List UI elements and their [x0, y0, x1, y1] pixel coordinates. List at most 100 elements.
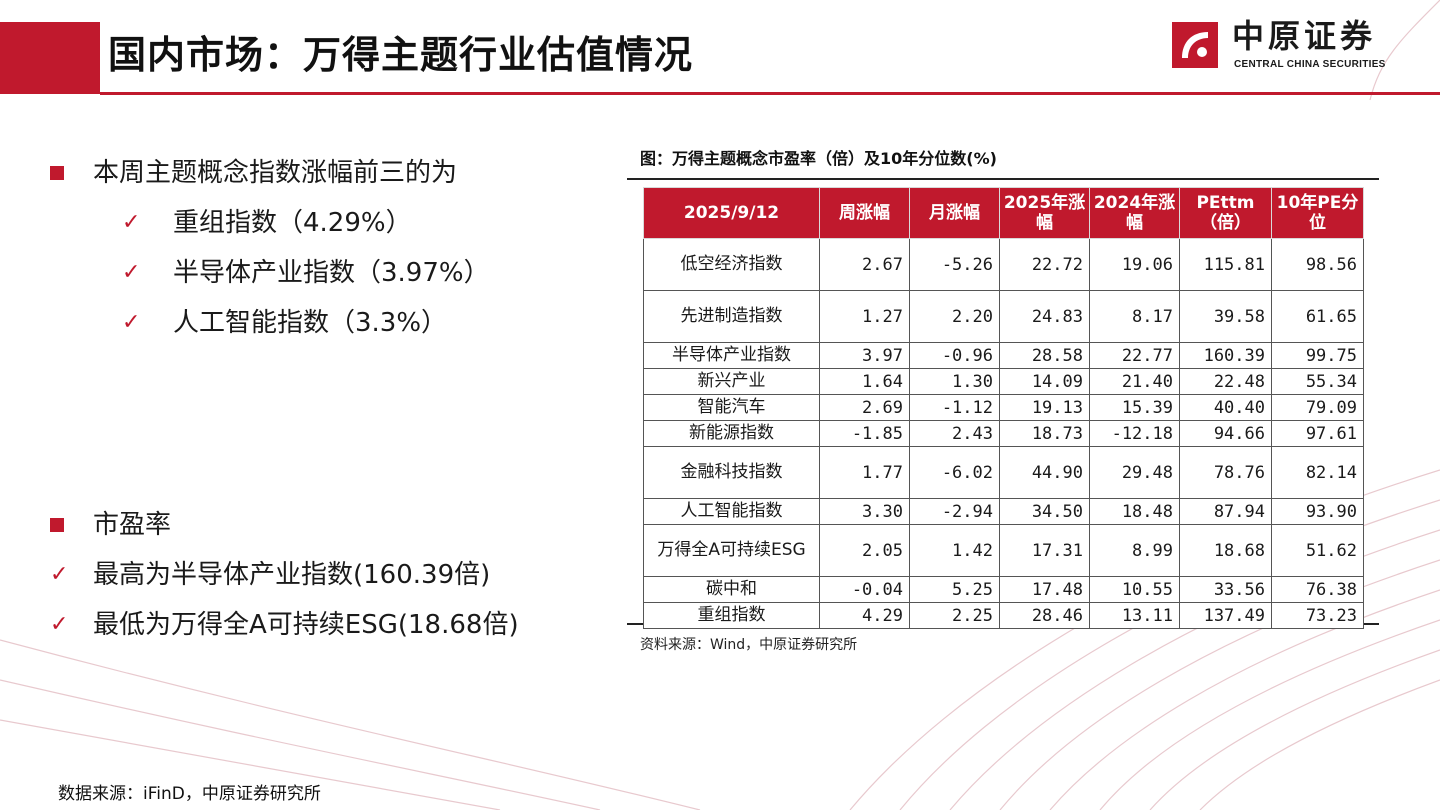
table-row: 万得全A可持续ESG 2.05 1.42 17.31 8.99 18.68 51… — [643, 524, 1364, 577]
table-cell: -6.02 — [909, 446, 1000, 499]
table-cell-name: 智能汽车 — [643, 394, 820, 421]
table-cell-name: 碳中和 — [643, 576, 820, 603]
title-underline — [100, 92, 1440, 95]
table-cell: 78.76 — [1179, 446, 1272, 499]
table-cell: 160.39 — [1179, 342, 1272, 369]
table-cell: 22.48 — [1179, 368, 1272, 395]
table-cell: 2.69 — [819, 394, 910, 421]
column-header: 2024年涨幅 — [1089, 187, 1180, 239]
table-cell: 21.40 — [1089, 368, 1180, 395]
table-cell: 44.90 — [999, 446, 1090, 499]
bullet-heading-gains: 本周主题概念指数涨幅前三的为 — [50, 160, 457, 186]
column-header: 2025年涨幅 — [999, 187, 1090, 239]
table-cell: 15.39 — [1089, 394, 1180, 421]
table-cell: -12.18 — [1089, 420, 1180, 447]
table-row: 先进制造指数 1.27 2.20 24.83 8.17 39.58 61.65 — [643, 290, 1364, 343]
table-cell: 17.48 — [999, 576, 1090, 603]
table-cell-name: 重组指数 — [643, 602, 820, 629]
table-cell: 2.25 — [909, 602, 1000, 629]
square-bullet-icon — [50, 166, 64, 180]
table-cell: 93.90 — [1271, 498, 1364, 525]
table-cell: 1.30 — [909, 368, 1000, 395]
table-cell: 73.23 — [1271, 602, 1364, 629]
table-cell: 87.94 — [1179, 498, 1272, 525]
table-row: 新能源指数 -1.85 2.43 18.73 -12.18 94.66 97.6… — [643, 420, 1364, 447]
header-accent-block — [0, 22, 100, 94]
table-cell: 3.97 — [819, 342, 910, 369]
table-cell-name: 新兴产业 — [643, 368, 820, 395]
figure-title: 图：万得主题概念市盈率（倍）及10年分位数(%) — [640, 149, 997, 168]
logo-chinese-name: 中原证券 — [1232, 17, 1377, 55]
list-item: ✓ 最高为半导体产业指数(160.39倍) — [50, 560, 491, 590]
table-cell: 2.20 — [909, 290, 1000, 343]
table-cell: 4.29 — [819, 602, 910, 629]
check-icon: ✓ — [122, 260, 141, 285]
table-row: 半导体产业指数 3.97 -0.96 28.58 22.77 160.39 99… — [643, 342, 1364, 369]
table-cell: 1.64 — [819, 368, 910, 395]
table-cell: 51.62 — [1271, 524, 1364, 577]
table-cell: 94.66 — [1179, 420, 1272, 447]
list-item: ✓ 重组指数（4.29%） — [122, 208, 412, 238]
list-item: ✓ 人工智能指数（3.3%） — [122, 308, 448, 338]
table-cell: 79.09 — [1271, 394, 1364, 421]
table-row: 人工智能指数 3.30 -2.94 34.50 18.48 87.94 93.9… — [643, 498, 1364, 525]
square-bullet-icon — [50, 518, 64, 532]
logo-mark-icon — [1172, 22, 1218, 68]
check-icon: ✓ — [122, 210, 141, 235]
table-cell: -0.96 — [909, 342, 1000, 369]
list-item: ✓ 最低为万得全A可持续ESG(18.68倍) — [50, 610, 519, 640]
table-cell: 28.58 — [999, 342, 1090, 369]
table-cell: 1.42 — [909, 524, 1000, 577]
table-cell: -5.26 — [909, 238, 1000, 291]
table-cell-name: 万得全A可持续ESG — [643, 524, 820, 577]
table-header-row: 2025/9/12 周涨幅 月涨幅 2025年涨幅 2024年涨幅 PEttm（… — [643, 187, 1364, 239]
table-cell: 3.30 — [819, 498, 910, 525]
table-cell: 97.61 — [1271, 420, 1364, 447]
table-cell-name: 低空经济指数 — [643, 238, 820, 291]
table-cell: 2.67 — [819, 238, 910, 291]
table-cell-name: 人工智能指数 — [643, 498, 820, 525]
column-header: PEttm（倍） — [1179, 187, 1272, 239]
table-cell: 8.99 — [1089, 524, 1180, 577]
bullet-heading-pe: 市盈率 — [50, 512, 171, 538]
table-cell: 18.48 — [1089, 498, 1180, 525]
table-cell: 2.05 — [819, 524, 910, 577]
table-row: 新兴产业 1.64 1.30 14.09 21.40 22.48 55.34 — [643, 368, 1364, 395]
table-cell: 8.17 — [1089, 290, 1180, 343]
table-cell: 2.43 — [909, 420, 1000, 447]
list-item: ✓ 半导体产业指数（3.97%） — [122, 258, 490, 288]
table-cell-name: 新能源指数 — [643, 420, 820, 447]
table-cell: 29.48 — [1089, 446, 1180, 499]
table-cell: 24.83 — [999, 290, 1090, 343]
table-cell: 61.65 — [1271, 290, 1364, 343]
check-icon: ✓ — [50, 562, 69, 587]
table-cell-name: 半导体产业指数 — [643, 342, 820, 369]
table-cell: 40.40 — [1179, 394, 1272, 421]
table-row: 智能汽车 2.69 -1.12 19.13 15.39 40.40 79.09 — [643, 394, 1364, 421]
column-header: 2025/9/12 — [643, 187, 820, 239]
table-cell: 33.56 — [1179, 576, 1272, 603]
table-row: 重组指数 4.29 2.25 28.46 13.11 137.49 73.23 — [643, 602, 1364, 629]
table-cell: 28.46 — [999, 602, 1090, 629]
page-title: 国内市场：万得主题行业估值情况 — [108, 33, 694, 77]
table-cell: 19.06 — [1089, 238, 1180, 291]
column-header: 月涨幅 — [909, 187, 1000, 239]
table-cell: 99.75 — [1271, 342, 1364, 369]
table-cell: 22.77 — [1089, 342, 1180, 369]
table-cell: -0.04 — [819, 576, 910, 603]
column-header: 周涨幅 — [819, 187, 910, 239]
table-cell: 1.27 — [819, 290, 910, 343]
table-cell: 22.72 — [999, 238, 1090, 291]
table-top-rule — [627, 178, 1379, 180]
table-cell: 98.56 — [1271, 238, 1364, 291]
table-row: 碳中和 -0.04 5.25 17.48 10.55 33.56 76.38 — [643, 576, 1364, 603]
logo-english-name: CENTRAL CHINA SECURITIES — [1234, 59, 1386, 70]
table-cell: 115.81 — [1179, 238, 1272, 291]
table-cell: 55.34 — [1271, 368, 1364, 395]
table-cell-name: 金融科技指数 — [643, 446, 820, 499]
table-cell: 17.31 — [999, 524, 1090, 577]
column-header: 10年PE分位 — [1271, 187, 1364, 239]
table-cell: 82.14 — [1271, 446, 1364, 499]
check-icon: ✓ — [122, 310, 141, 335]
table-cell: 76.38 — [1271, 576, 1364, 603]
